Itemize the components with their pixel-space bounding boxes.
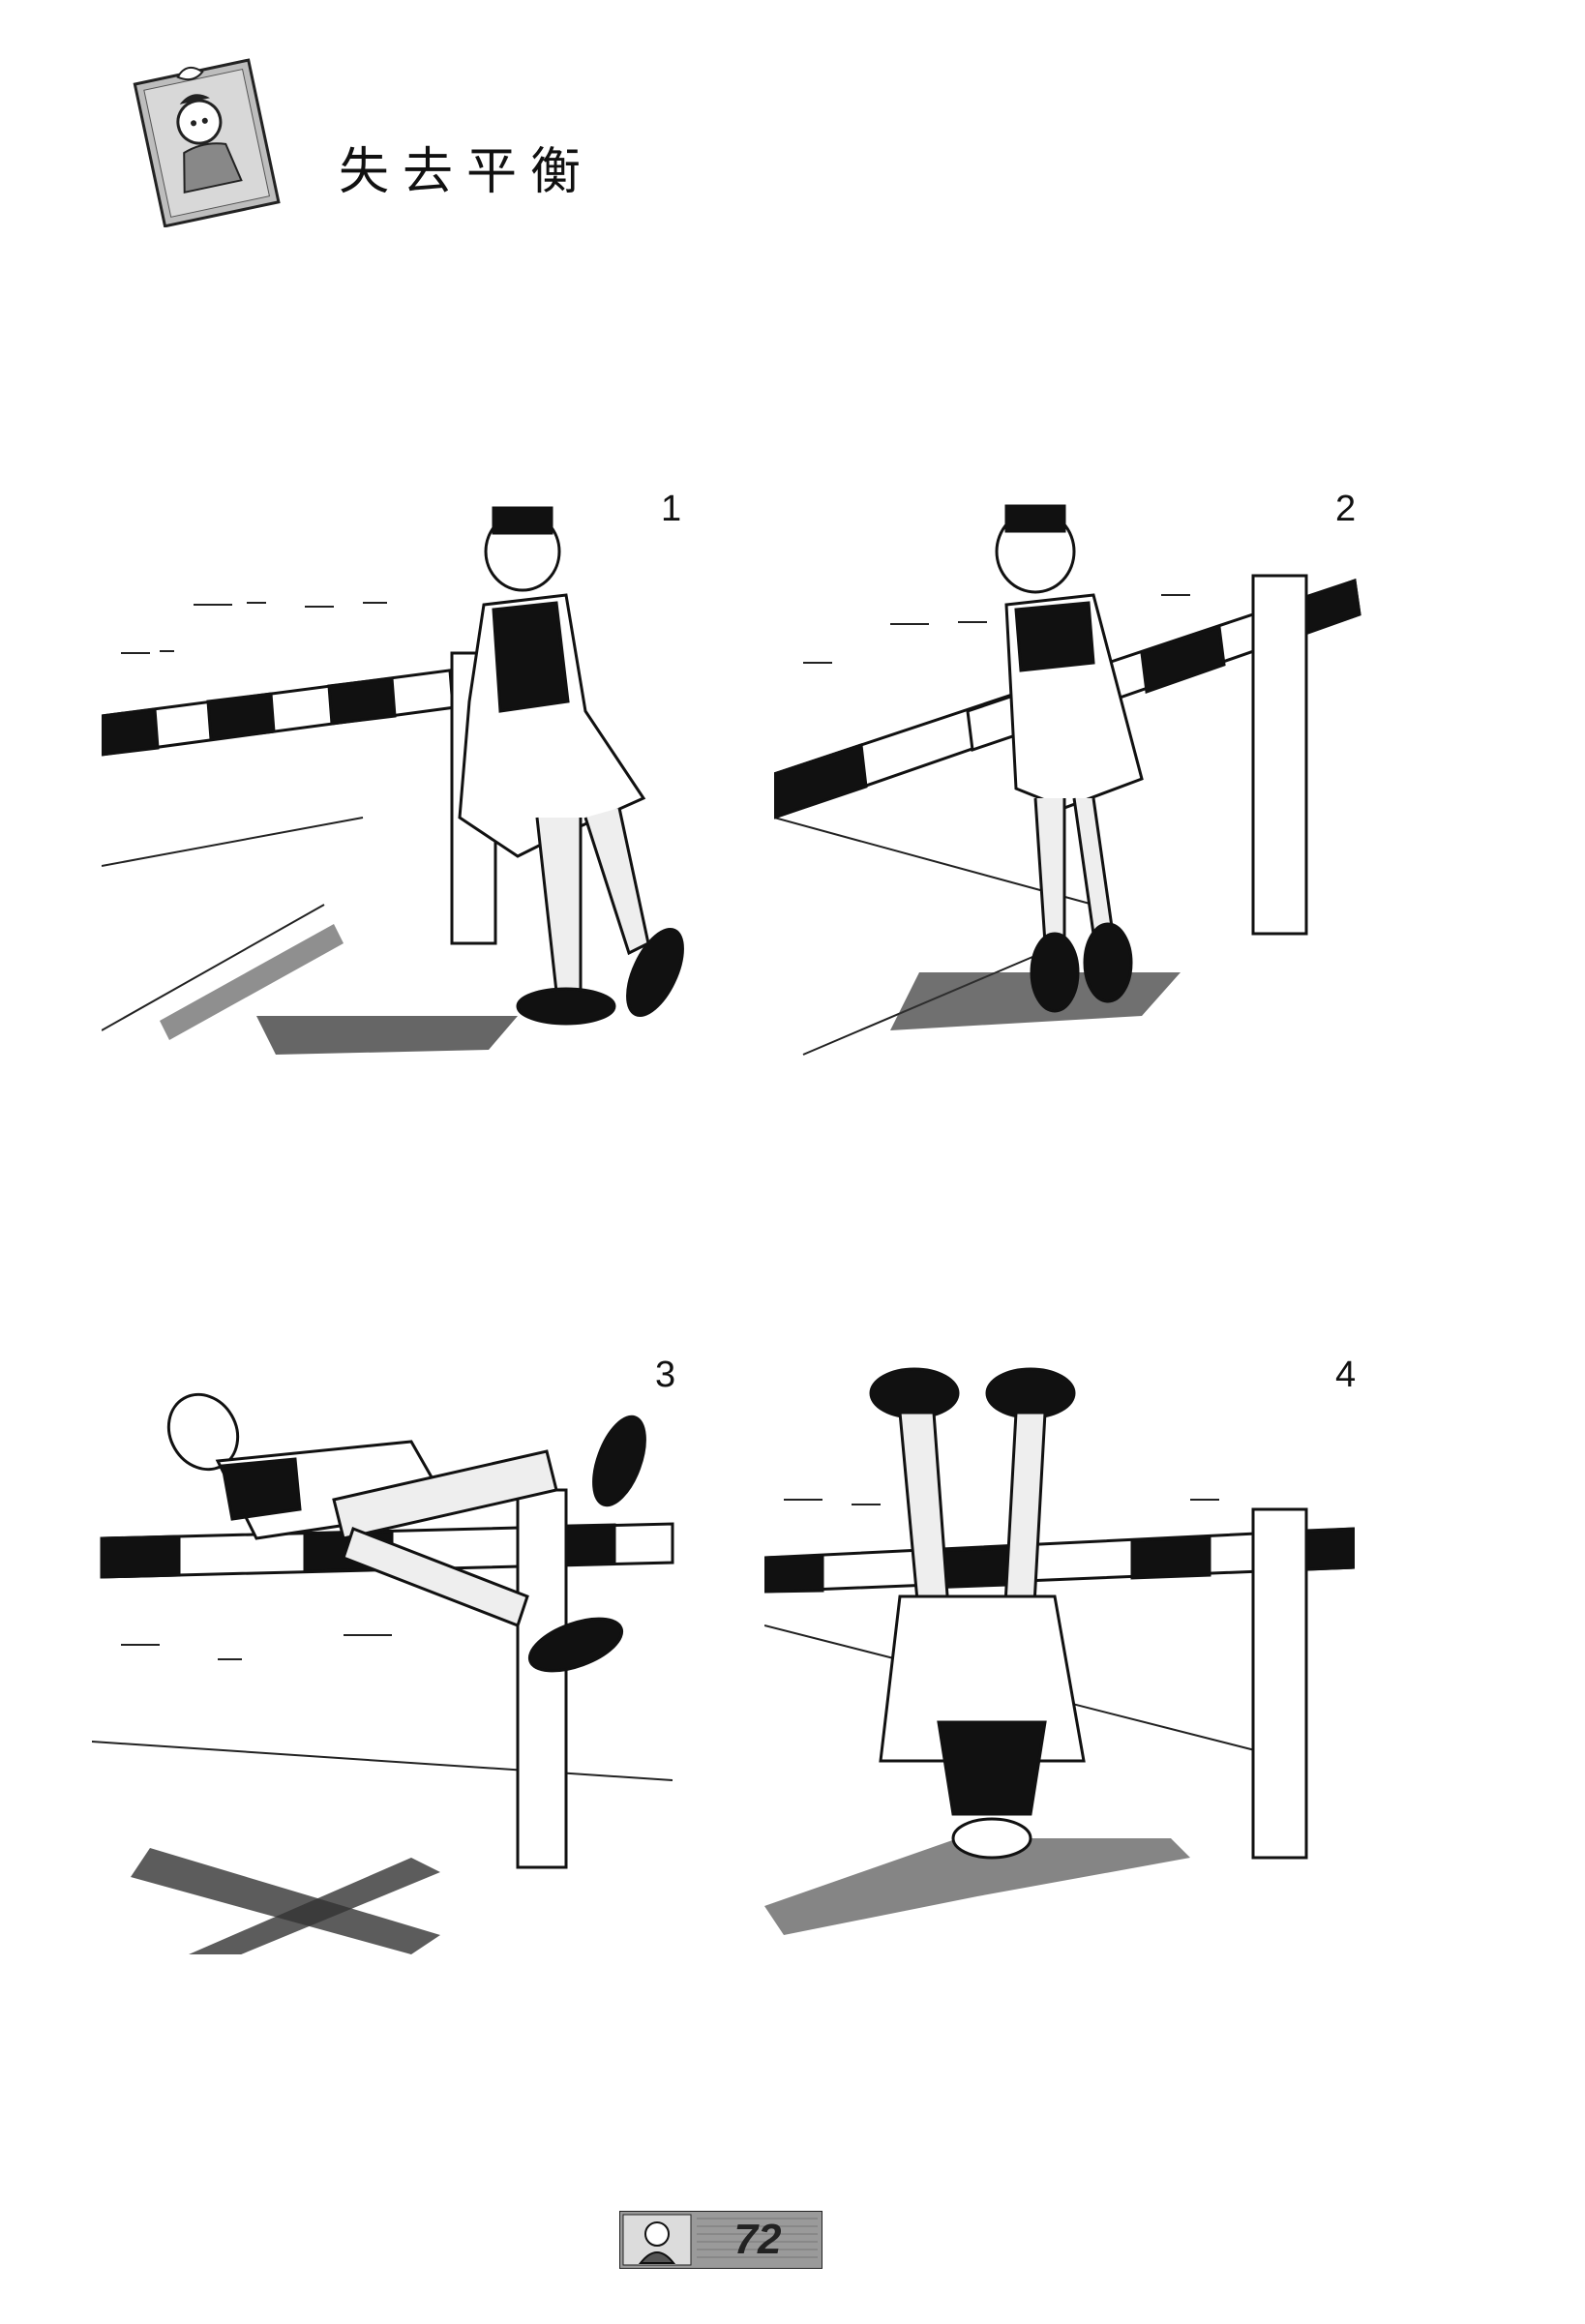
panel-3-drawing [92, 1392, 674, 1954]
page-tab-background-icon [619, 2211, 822, 2269]
page-number: 72 [733, 2216, 782, 2263]
comic-panel-4: 4 [764, 1355, 1357, 1954]
panel-4-drawing [764, 1367, 1355, 1935]
panel-3-number: 3 [655, 1355, 676, 1395]
page-title: 失去平衡 [339, 143, 595, 201]
sticker-logo-icon [133, 58, 281, 227]
panel-1-drawing [102, 506, 684, 1055]
page-number-tab: 72 [619, 2211, 822, 2269]
panel-2-number: 2 [1335, 489, 1357, 529]
comic-panel-2: 2 [774, 489, 1364, 1088]
comic-panel-1: 1 [102, 489, 692, 1088]
panel-4-number: 4 [1335, 1355, 1357, 1395]
comic-panel-3: 3 [92, 1355, 682, 1954]
panel-1-number: 1 [661, 489, 682, 529]
panel-2-drawing [774, 504, 1361, 1056]
